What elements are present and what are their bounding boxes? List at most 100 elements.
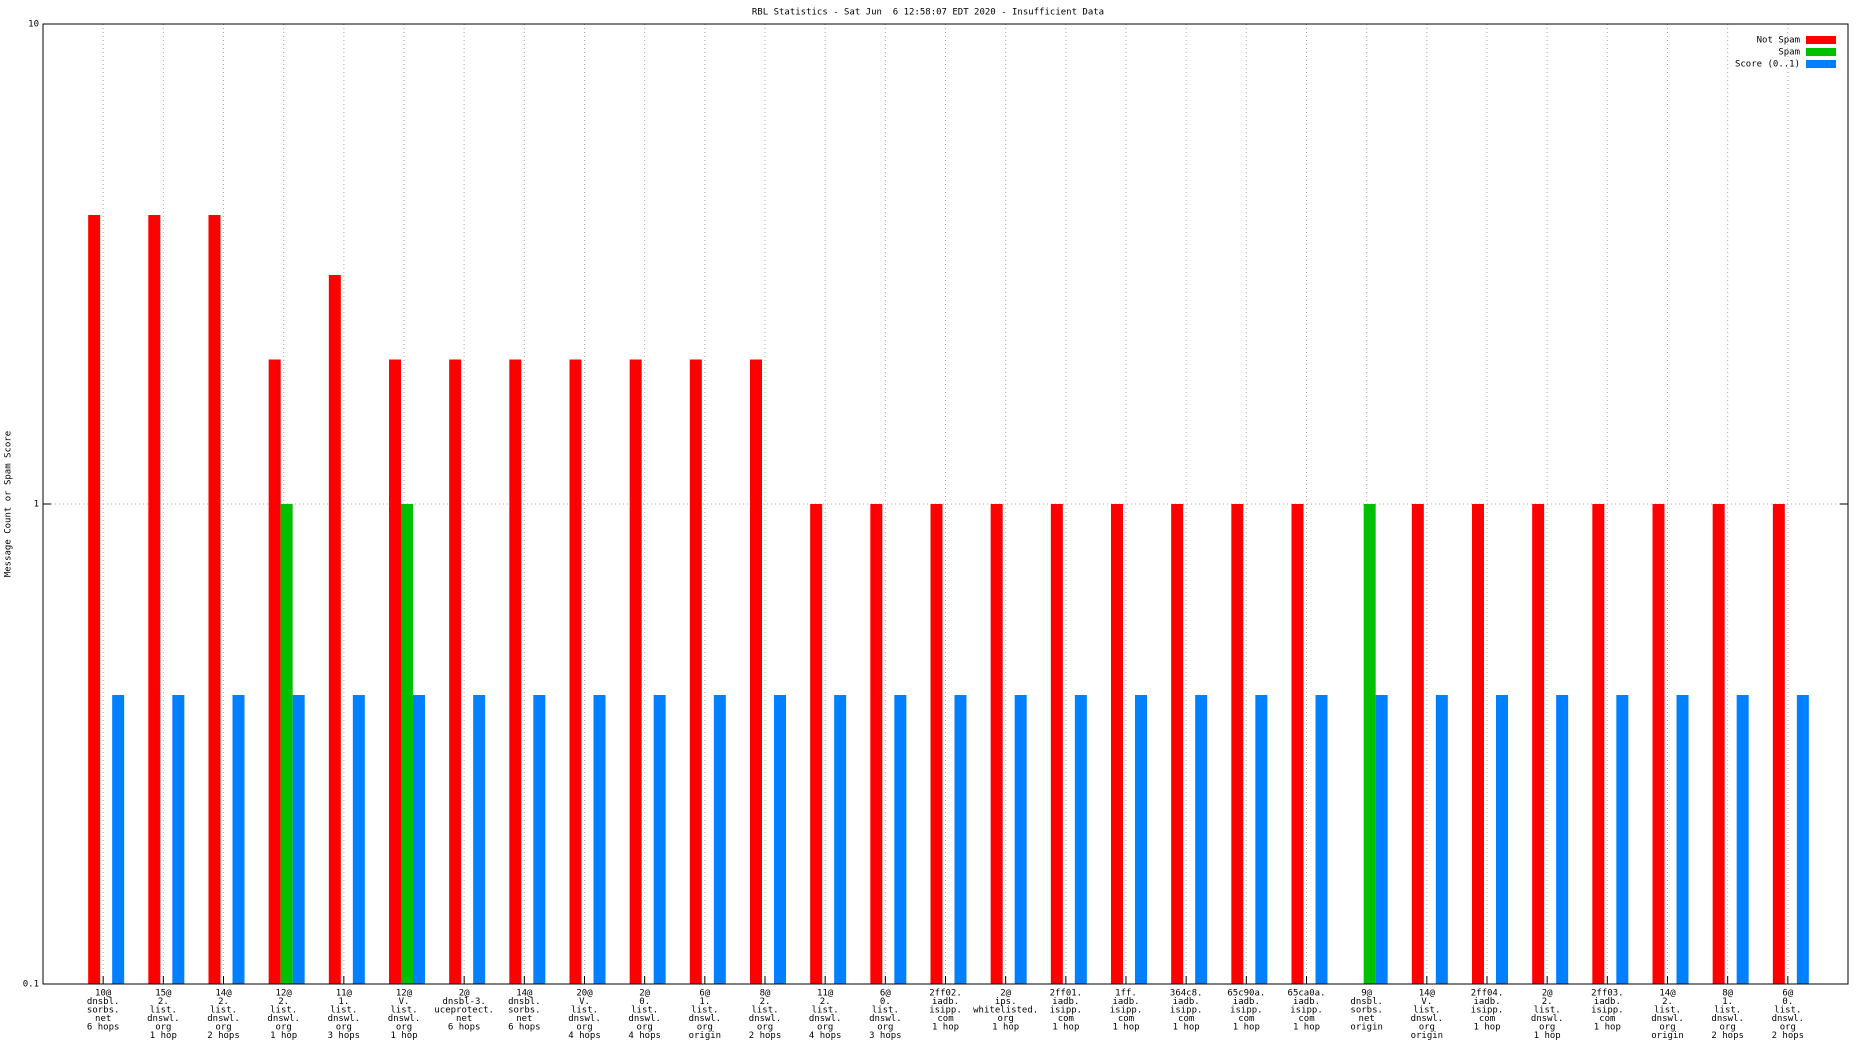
- bar: [1135, 695, 1147, 984]
- x-tick-label: dnswl.: [1531, 1014, 1564, 1024]
- bar: [774, 695, 786, 984]
- x-tick-label: 1.: [1722, 997, 1733, 1007]
- x-tick-label: list.: [150, 1006, 177, 1016]
- x-tick-label: org: [637, 1023, 653, 1033]
- x-tick-label: 3 hops: [328, 1031, 361, 1041]
- x-tick-label: 2ff02.: [929, 989, 962, 999]
- bar: [1772, 504, 1785, 984]
- x-tick-label: dnswl.: [1711, 1014, 1744, 1024]
- bar: [389, 359, 401, 984]
- x-tick-label: isipp.: [929, 1006, 962, 1016]
- bar: [413, 695, 425, 984]
- x-tick-label: 1 hop: [992, 1023, 1019, 1033]
- x-tick-label: dnswl.: [388, 1014, 421, 1024]
- x-tick-label: org: [697, 1023, 713, 1033]
- x-tick-label: 14@: [1659, 989, 1676, 999]
- x-tick-label: 6 hops: [508, 1023, 541, 1033]
- x-tick-label: iadb.: [1473, 997, 1500, 1007]
- bar: [1652, 504, 1665, 984]
- bar: [870, 504, 883, 984]
- x-tick-label: list.: [1774, 1006, 1801, 1016]
- x-tick-label: 1 hop: [1112, 1023, 1139, 1033]
- x-tick-label: org: [276, 1023, 292, 1033]
- chart-title: RBL Statistics - Sat Jun 6 12:58:07 EDT …: [752, 8, 1104, 18]
- x-tick-label: 8@: [1722, 989, 1733, 999]
- x-tick-label: 364c8.: [1170, 989, 1203, 999]
- x-tick-label: dnswl.: [869, 1014, 902, 1024]
- x-tick-label: dnsbl.: [508, 997, 541, 1007]
- x-tick-label: origin: [1350, 1023, 1383, 1033]
- x-tick-label: list.: [390, 1006, 417, 1016]
- x-tick-label: 6 hops: [448, 1023, 481, 1033]
- x-tick-label: iadb.: [1594, 997, 1621, 1007]
- x-tick-label: list.: [872, 1006, 899, 1016]
- x-tick-label: 65c90a.: [1227, 989, 1265, 999]
- x-tick-label: org: [877, 1023, 893, 1033]
- x-tick-label: ips.: [995, 997, 1017, 1007]
- x-tick-label: 1 hop: [270, 1031, 297, 1041]
- x-tick-label: net: [1359, 1014, 1375, 1024]
- bar: [894, 695, 907, 984]
- bar: [401, 504, 413, 984]
- x-tick-label: list.: [270, 1006, 297, 1016]
- x-tick-label: 2@: [1000, 989, 1011, 999]
- x-tick-label: dnswl.: [1651, 1014, 1684, 1024]
- legend-label: Spam: [1778, 48, 1800, 58]
- bar: [148, 215, 161, 984]
- x-tick-label: org: [998, 1014, 1014, 1024]
- x-tick-label: dnswl.: [628, 1014, 661, 1024]
- bar: [1411, 504, 1424, 984]
- x-tick-label: 0.: [1782, 997, 1793, 1007]
- x-tick-label: org: [336, 1023, 352, 1033]
- x-tick-label: com: [1178, 1014, 1194, 1024]
- x-tick-label: list.: [1654, 1006, 1681, 1016]
- x-tick-label: isipp.: [1230, 1006, 1263, 1016]
- legend-swatch: [1806, 60, 1836, 68]
- x-tick-label: 1 hop: [932, 1023, 959, 1033]
- bar: [473, 695, 486, 984]
- bar: [713, 695, 726, 984]
- bar: [208, 215, 221, 984]
- x-tick-label: 2.: [760, 997, 771, 1007]
- x-tick-label: dnswl.: [568, 1014, 601, 1024]
- bar: [1171, 504, 1184, 984]
- x-tick-label: V.: [1421, 997, 1432, 1007]
- legend-swatch: [1806, 48, 1836, 56]
- x-tick-label: dnswl.: [328, 1014, 361, 1024]
- x-tick-label: 2@: [459, 989, 470, 999]
- bar: [1050, 504, 1063, 984]
- x-tick-label: dnswl.: [207, 1014, 240, 1024]
- x-tick-label: org: [1539, 1023, 1555, 1033]
- bar: [1736, 695, 1749, 984]
- bar: [232, 695, 245, 984]
- bar: [1496, 695, 1508, 984]
- bar: [834, 695, 847, 984]
- bar: [990, 504, 1003, 984]
- x-tick-label: 4 hops: [568, 1031, 601, 1041]
- bar: [352, 695, 365, 984]
- bar: [810, 504, 823, 984]
- y-tick-label: 0.1: [23, 980, 39, 990]
- x-tick-label: 0.: [639, 997, 650, 1007]
- x-tick-label: 4 hops: [628, 1031, 661, 1041]
- x-tick-label: dnswl.: [809, 1014, 842, 1024]
- bar: [292, 695, 305, 984]
- bar: [1315, 695, 1328, 984]
- x-tick-label: iadb.: [1052, 997, 1079, 1007]
- x-tick-label: 2ff01.: [1050, 989, 1083, 999]
- bar: [449, 359, 462, 984]
- bar: [1532, 504, 1545, 984]
- x-tick-label: 14@: [516, 989, 533, 999]
- x-tick-label: 1 hop: [1233, 1023, 1260, 1033]
- x-tick-label: 2.: [158, 997, 169, 1007]
- y-tick-label: 1: [34, 500, 39, 510]
- x-tick-label: org: [1659, 1023, 1675, 1033]
- x-tick-label: 2 hops: [207, 1031, 240, 1041]
- x-tick-label: list.: [1714, 1006, 1741, 1016]
- x-tick-label: 1 hop: [1293, 1023, 1320, 1033]
- x-tick-label: uceprotect.: [434, 1006, 494, 1016]
- bar: [328, 274, 341, 984]
- x-tick-label: dnswl.: [1411, 1014, 1444, 1024]
- x-tick-label: 0.: [880, 997, 891, 1007]
